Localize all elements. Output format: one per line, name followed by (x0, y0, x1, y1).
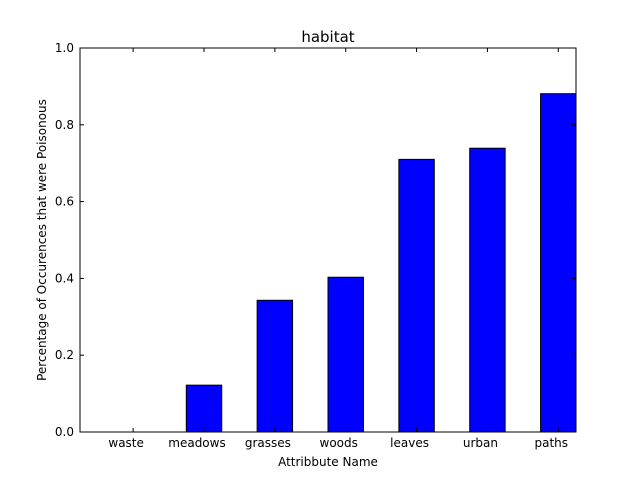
chart-title: habitat (301, 28, 354, 46)
y-tick-label: 0.4 (55, 271, 74, 285)
x-axis-label: Attribbute Name (278, 455, 378, 469)
x-tick-label: leaves (390, 436, 429, 450)
y-axis-label: Percentage of Occurences that were Poiso… (35, 99, 49, 381)
x-tick-label: urban (463, 436, 498, 450)
x-axis-ticks: waste meadows grasses woods leaves urban paths (108, 48, 568, 450)
y-tick-label: 0.6 (55, 195, 74, 209)
y-axis-ticks: 0.0 0.2 0.4 0.6 0.8 1.0 (55, 41, 576, 439)
plot-frame (79, 47, 577, 433)
y-tick-label: 0.0 (55, 425, 74, 439)
bar-urban (469, 147, 506, 433)
bar-grasses (256, 299, 294, 433)
bar-woods (327, 276, 364, 433)
x-tick-label: grasses (245, 436, 291, 450)
y-tick-label: 0.2 (55, 348, 74, 362)
y-tick-label: 1.0 (55, 41, 74, 55)
bar-paths (540, 93, 577, 433)
bars-group (185, 93, 577, 433)
bar-meadows (185, 384, 223, 433)
bar-leaves (398, 158, 435, 433)
x-tick-label: meadows (168, 436, 225, 450)
x-tick-label: woods (320, 436, 358, 450)
x-tick-label: waste (108, 436, 144, 450)
y-tick-label: 0.8 (55, 118, 74, 132)
x-tick-label: paths (535, 436, 569, 450)
